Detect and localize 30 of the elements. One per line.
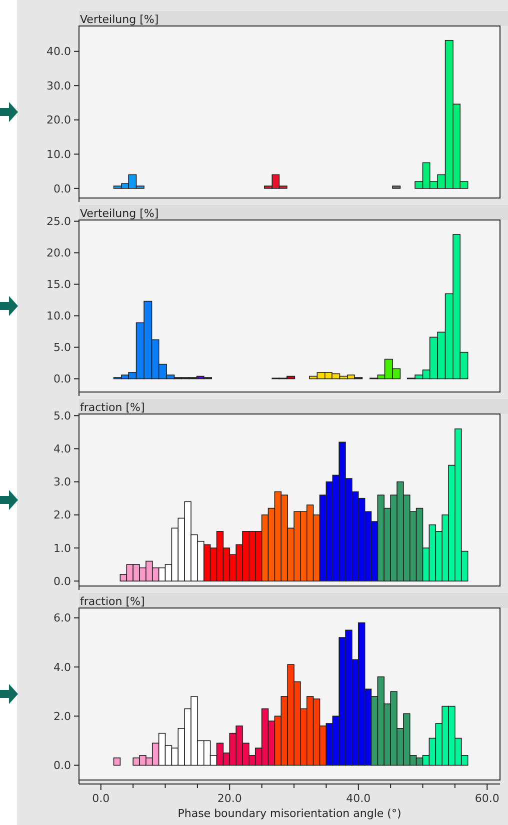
x-tick-label: 60.0 bbox=[474, 792, 500, 805]
y-tick-label: 0.0 bbox=[54, 372, 71, 386]
y-tick-label: 1.0 bbox=[54, 542, 71, 555]
y-tick-label: 3.0 bbox=[54, 476, 71, 489]
y-tick-label: 10.0 bbox=[46, 148, 71, 161]
y-tick-label: 15.0 bbox=[46, 278, 71, 292]
y-tick-label: 0.0 bbox=[54, 574, 71, 588]
y-tick-label: 20.0 bbox=[46, 246, 71, 260]
y-tick-label: 10.0 bbox=[46, 310, 71, 323]
y-tick-label: 30.0 bbox=[46, 79, 71, 92]
y-axis-title: Verteilung [%] bbox=[80, 207, 159, 220]
x-axis-title: Phase boundary misorientation angle (°) bbox=[178, 807, 402, 820]
y-axis-title: fraction [%] bbox=[80, 401, 145, 414]
y-tick-label: 5.0 bbox=[54, 410, 71, 423]
y-tick-label: 20.0 bbox=[46, 114, 71, 127]
y-axis-title: fraction [%] bbox=[80, 595, 145, 608]
y-tick-label: 5.0 bbox=[54, 341, 71, 354]
y-tick-label: 0.0 bbox=[54, 182, 71, 196]
y-tick-label: 25.0 bbox=[46, 215, 71, 228]
x-tick-label: 20.0 bbox=[217, 792, 242, 805]
y-tick-label: 0.0 bbox=[54, 759, 71, 772]
y-axis-title: Verteilung [%] bbox=[80, 13, 159, 26]
y-tick-label: 2.0 bbox=[54, 710, 71, 723]
x-tick-label: 40.0 bbox=[346, 792, 371, 805]
y-tick-label: 40.0 bbox=[46, 45, 71, 58]
y-tick-label: 4.0 bbox=[54, 660, 71, 674]
x-tick-label: 0.0 bbox=[92, 792, 110, 805]
y-tick-label: 6.0 bbox=[54, 612, 71, 625]
y-tick-label: 2.0 bbox=[54, 508, 71, 522]
y-tick-label: 4.0 bbox=[54, 442, 71, 456]
